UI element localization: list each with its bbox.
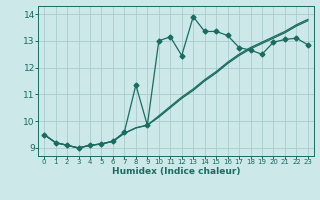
X-axis label: Humidex (Indice chaleur): Humidex (Indice chaleur) (112, 167, 240, 176)
